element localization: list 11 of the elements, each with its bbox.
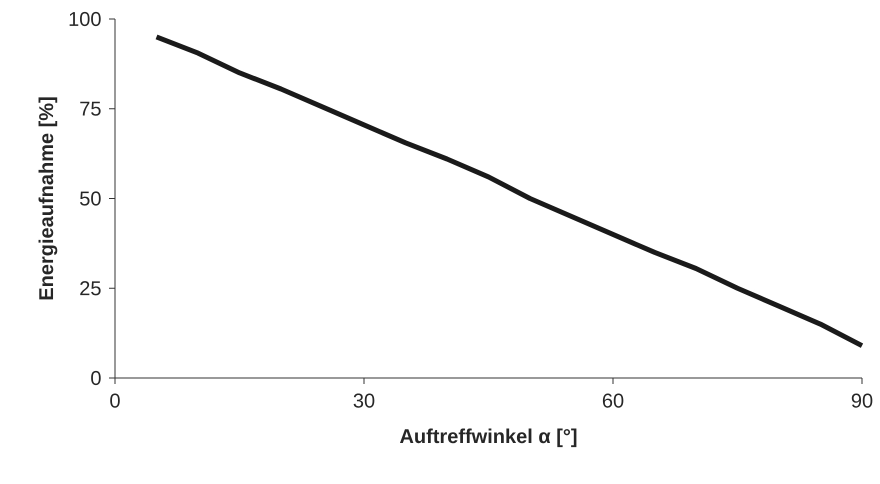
x-tick-label: 90 [852, 394, 872, 408]
y-axis-title: Energieaufnahme [%] [38, 97, 58, 300]
y-tick-label: 100 [70, 12, 101, 26]
y-tick-label: 0 [91, 370, 101, 386]
y-tick-label: 75 [80, 102, 101, 116]
x-axis-title: Auftreffwinkel α [°] [400, 428, 576, 448]
x-tick-label: 30 [354, 394, 374, 408]
x-tick-label: 0 [110, 394, 120, 408]
x-tick-label: 60 [602, 394, 624, 408]
y-tick-label: 50 [80, 191, 101, 206]
y-tick-label: 25 [80, 281, 101, 296]
